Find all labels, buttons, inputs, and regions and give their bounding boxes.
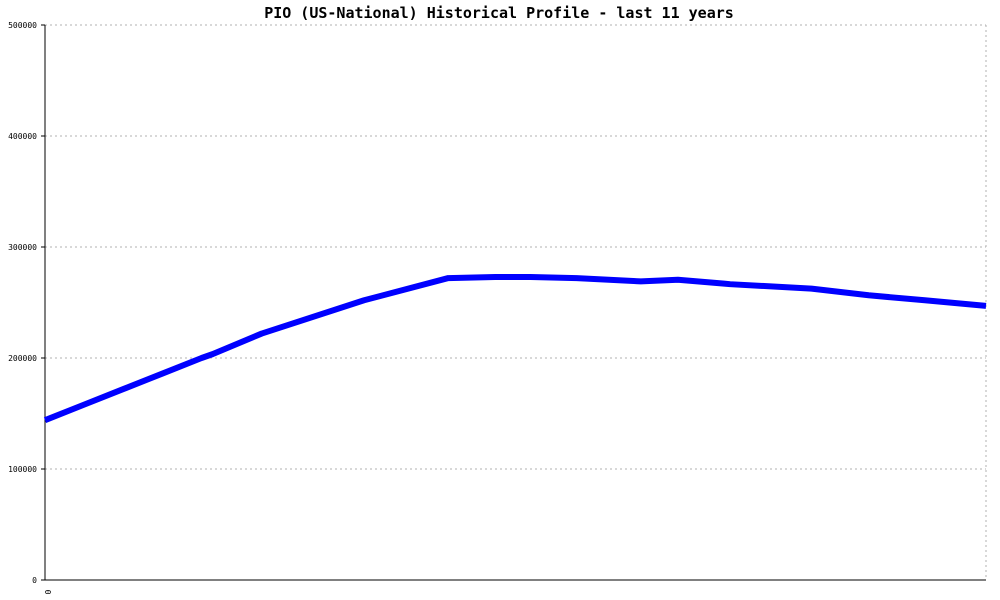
y-tick-label: 500000 [8, 21, 37, 30]
series-line [43, 273, 987, 423]
y-tick-label: 400000 [8, 132, 37, 141]
y-tick-label: 0 [32, 576, 37, 585]
axes [44, 25, 986, 581]
y-tick-label: 100000 [8, 465, 37, 474]
y-tick-label: 300000 [8, 243, 37, 252]
y-tick-label: 200000 [8, 354, 37, 363]
gridlines [45, 24, 987, 580]
x-axis-ticks: 0 [43, 590, 52, 595]
chart-title: PIO (US-National) Historical Profile - l… [264, 4, 734, 22]
y-axis-ticks: 0 100000 200000 300000 400000 500000 [8, 21, 45, 585]
x-tick-label: 0 [43, 590, 52, 595]
series-group [43, 273, 987, 423]
